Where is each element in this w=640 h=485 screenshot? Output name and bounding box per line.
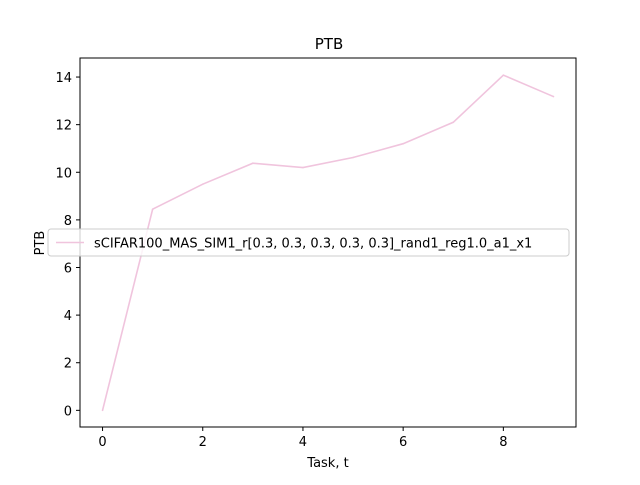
y-tick-label: 0: [64, 404, 72, 419]
y-tick-label: 14: [55, 71, 72, 86]
data-point: [552, 95, 555, 98]
series-line: [101, 74, 554, 411]
data-point: [302, 166, 304, 169]
y-tick-label: 2: [64, 357, 72, 372]
y-tick-label: 4: [64, 309, 72, 324]
data-point: [402, 142, 404, 145]
y-tick-label: 6: [64, 261, 72, 276]
data-point: [151, 208, 154, 210]
data-point: [201, 183, 204, 185]
legend: sCIFAR100_MAS_SIM1_r[0.3, 0.3, 0.3, 0.3,…: [47, 228, 570, 257]
y-tick-label: 12: [55, 119, 72, 134]
chart-title: PTB: [315, 35, 344, 53]
x-tick-label: 8: [499, 435, 507, 450]
x-tick-label: 4: [299, 435, 307, 450]
legend-label: sCIFAR100_MAS_SIM1_r[0.3, 0.3, 0.3, 0.3,…: [94, 237, 532, 252]
data-point: [101, 409, 104, 412]
x-tick-label: 6: [399, 435, 407, 450]
y-tick-label: 10: [55, 166, 72, 181]
data-point: [352, 156, 354, 159]
x-ticks: 0 2 4 6 8: [98, 427, 507, 450]
y-tick-label: 8: [64, 214, 72, 229]
data-point: [452, 121, 455, 124]
x-tick-label: 2: [199, 435, 207, 450]
y-ticks: 0 2 4 6 8 10 12 14: [55, 71, 80, 419]
legend-box: [47, 228, 570, 257]
y-axis-label: PTB: [33, 231, 48, 256]
series-layer: [101, 74, 555, 412]
x-axis-label: Task, t: [306, 456, 348, 471]
data-point: [252, 162, 254, 165]
x-tick-label: 0: [98, 435, 106, 450]
data-point: [502, 74, 505, 76]
